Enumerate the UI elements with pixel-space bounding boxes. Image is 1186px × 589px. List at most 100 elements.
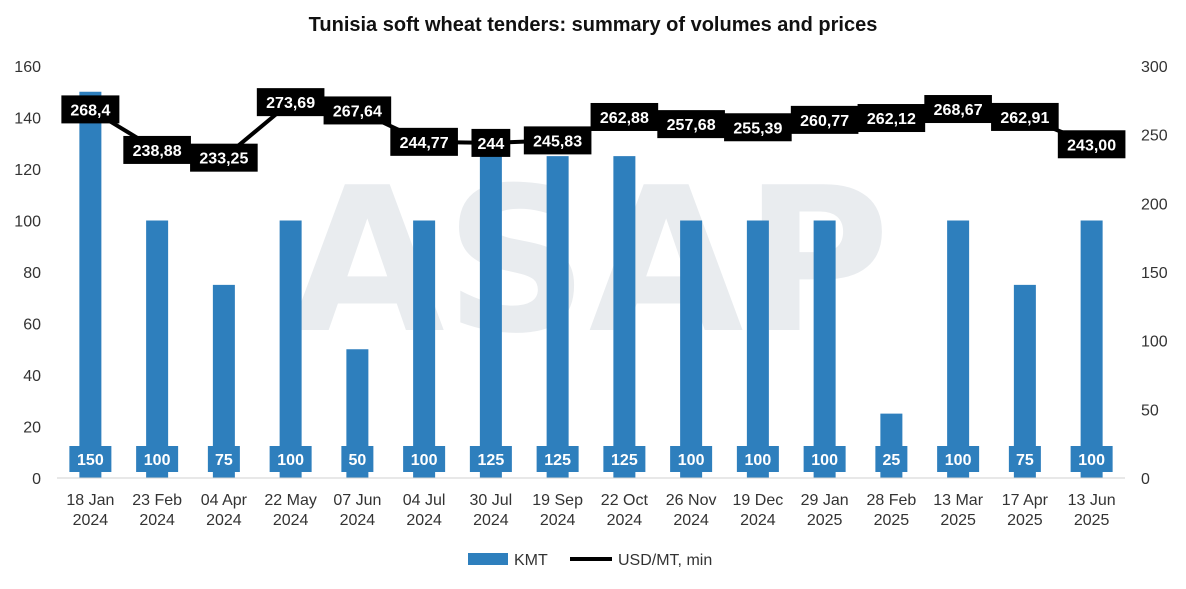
price-label-bg	[991, 102, 1059, 131]
bar-kmt	[947, 220, 970, 478]
bar-value-label: 75	[215, 452, 233, 469]
bar-value-label: 100	[745, 452, 772, 469]
bar-value-label-bg	[670, 446, 713, 472]
price-value-label: 260,77	[800, 113, 849, 130]
bar-kmt	[680, 220, 703, 478]
x-category-label: 04 Jul 2024	[403, 492, 446, 529]
price-label-bg	[61, 95, 120, 124]
y-left-tick-label: 120	[14, 162, 41, 179]
bar-value-label: 125	[544, 452, 571, 469]
legend: KMT USD/MT, min	[468, 552, 712, 569]
y-left-tick-label: 100	[14, 214, 41, 231]
price-label-bg	[724, 113, 792, 142]
x-category-label: 13 Mar 2025	[933, 492, 983, 529]
price-label-bg	[390, 127, 458, 156]
bar-value-label-bg	[341, 446, 374, 472]
price-label-bg	[523, 126, 592, 155]
price-value-label: 233,25	[199, 151, 248, 168]
bar-value-label-bg	[1008, 446, 1041, 472]
y-right-tick-label: 0	[1141, 471, 1150, 488]
legend-swatch-kmt	[468, 553, 508, 565]
price-value-label: 245,83	[533, 133, 582, 150]
price-value-label: 243,00	[1067, 137, 1116, 154]
price-value-label: 268,4	[70, 102, 110, 119]
y-right-tick-label: 150	[1141, 265, 1168, 282]
price-value-label: 262,12	[867, 111, 916, 128]
bar-kmt	[479, 156, 502, 478]
bar-kmt	[413, 220, 436, 478]
x-category-label: 17 Apr 2025	[1002, 492, 1049, 529]
price-label-bg	[323, 96, 392, 125]
bar-value-label-bg	[736, 446, 779, 472]
bar-kmt	[346, 349, 369, 478]
price-value-label: 255,39	[733, 120, 782, 137]
x-category-label: 19 Sep 2024	[532, 492, 583, 529]
bar-value-label: 100	[144, 452, 171, 469]
bar-value-label-bg	[803, 446, 846, 472]
y-right-tick-label: 50	[1141, 402, 1159, 419]
bar-kmt	[1080, 220, 1103, 478]
bar-value-label: 100	[945, 452, 972, 469]
chart-title: Tunisia soft wheat tenders: summary of v…	[308, 14, 878, 36]
price-label-bg	[123, 135, 191, 164]
y-left-tick-label: 160	[14, 59, 41, 76]
bar-kmt	[546, 156, 569, 478]
y-right-tick-label: 100	[1141, 334, 1168, 351]
bar-kmt	[79, 91, 102, 478]
y-left-tick-label: 20	[23, 420, 41, 437]
price-label-bg	[471, 128, 511, 157]
price-label-bg	[790, 105, 859, 134]
y-right-tick-label: 200	[1141, 196, 1168, 213]
x-category-label: 04 Apr 2024	[201, 492, 248, 529]
bar-kmt	[212, 284, 235, 478]
bar-kmt	[1013, 284, 1036, 478]
x-category-label: 22 May 2024	[264, 492, 316, 529]
price-label-bg	[590, 102, 659, 131]
y-left-tick-label: 140	[14, 111, 41, 128]
bar-value-label: 100	[1078, 452, 1105, 469]
x-category-label: 13 Jun 2025	[1068, 492, 1116, 529]
bar-value-label: 125	[478, 452, 505, 469]
price-value-label: 238,88	[133, 143, 182, 160]
bar-value-label-bg	[403, 446, 446, 472]
price-value-label: 262,91	[1000, 110, 1049, 127]
x-category-label: 18 Jan 2024	[66, 492, 114, 529]
bar-value-label: 50	[348, 452, 366, 469]
x-category-label: 30 Jul 2024	[470, 492, 513, 529]
bar-value-label-bg	[269, 446, 312, 472]
bar-value-label: 75	[1016, 452, 1034, 469]
watermark-logo: ASAP	[290, 145, 890, 378]
x-category-label: 19 Dec 2024	[733, 492, 784, 529]
bar-value-label: 100	[811, 452, 838, 469]
bar-kmt	[813, 220, 836, 478]
x-category-label: 22 Oct 2024	[601, 492, 649, 529]
price-value-label: 244	[478, 136, 505, 153]
price-label-bg	[857, 104, 926, 133]
bar-kmt	[613, 156, 636, 478]
x-category-label: 26 Nov 2024	[666, 492, 717, 529]
price-label-bg	[190, 143, 258, 172]
bar-kmt	[746, 220, 769, 478]
bar-value-label-bg	[536, 446, 579, 472]
y-right-tick-label: 300	[1141, 59, 1168, 76]
price-label-bg	[1057, 130, 1126, 159]
y-left-tick-label: 0	[32, 471, 41, 488]
bar-value-label-bg	[69, 446, 112, 472]
bar-kmt	[279, 220, 302, 478]
price-label-bg	[924, 95, 992, 124]
price-value-label: 244,77	[400, 135, 449, 152]
price-label-bg	[657, 110, 725, 139]
bar-value-label-bg	[136, 446, 179, 472]
bar-value-label-bg	[469, 446, 512, 472]
price-value-label: 268,67	[934, 102, 983, 119]
price-value-label: 267,64	[333, 103, 382, 120]
bar-value-label: 100	[411, 452, 438, 469]
bar-value-label-bg	[875, 446, 908, 472]
bar-value-label: 150	[77, 452, 104, 469]
x-category-label: 07 Jun 2024	[333, 492, 381, 529]
legend-label-kmt: KMT	[514, 552, 548, 569]
bar-value-label-bg	[207, 446, 240, 472]
bar-value-label: 100	[277, 452, 304, 469]
y-right-tick-label: 250	[1141, 128, 1168, 145]
